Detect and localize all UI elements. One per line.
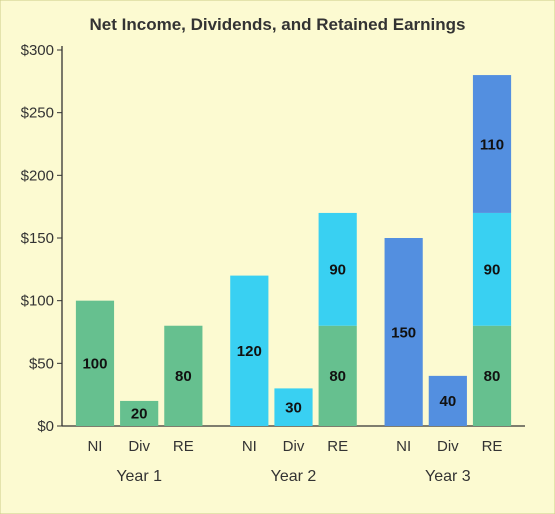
category-label: Div — [128, 438, 150, 455]
financial-bar-chart: Net Income, Dividends, and Retained Earn… — [0, 0, 555, 514]
category-label: NI — [396, 438, 411, 455]
y-tick-label: $300 — [21, 42, 54, 59]
bar-value-label: 30 — [285, 399, 302, 416]
bar-value-label: 80 — [329, 368, 346, 385]
bar-value-label: 90 — [329, 262, 346, 279]
y-tick-label: $150 — [21, 230, 54, 247]
category-label: NI — [87, 438, 102, 455]
bar-value-label: 120 — [237, 343, 262, 360]
category-label: RE — [482, 438, 503, 455]
group-label: Year 3 — [425, 468, 471, 485]
bar-value-label: 80 — [175, 368, 192, 385]
chart-background — [0, 0, 555, 514]
y-tick-label: $200 — [21, 167, 54, 184]
y-tick-label: $100 — [21, 293, 54, 310]
bar-value-label: 110 — [480, 136, 504, 153]
y-tick-label: $0 — [37, 418, 54, 435]
bar-value-label: 90 — [484, 262, 501, 279]
category-label: Div — [283, 438, 305, 455]
group-label: Year 2 — [271, 468, 317, 485]
bar-value-label: 20 — [131, 406, 148, 423]
y-tick-label: $250 — [21, 105, 54, 122]
bar-value-label: 80 — [484, 368, 501, 385]
y-tick-label: $50 — [29, 355, 54, 372]
category-label: Div — [437, 438, 459, 455]
bar-value-label: 100 — [82, 356, 107, 373]
group-label: Year 1 — [116, 468, 162, 485]
category-label: RE — [173, 438, 194, 455]
bar-value-label: 40 — [439, 393, 456, 410]
category-label: RE — [327, 438, 348, 455]
category-label: NI — [242, 438, 257, 455]
chart-title: Net Income, Dividends, and Retained Earn… — [90, 15, 466, 34]
bar-value-label: 150 — [391, 324, 416, 341]
